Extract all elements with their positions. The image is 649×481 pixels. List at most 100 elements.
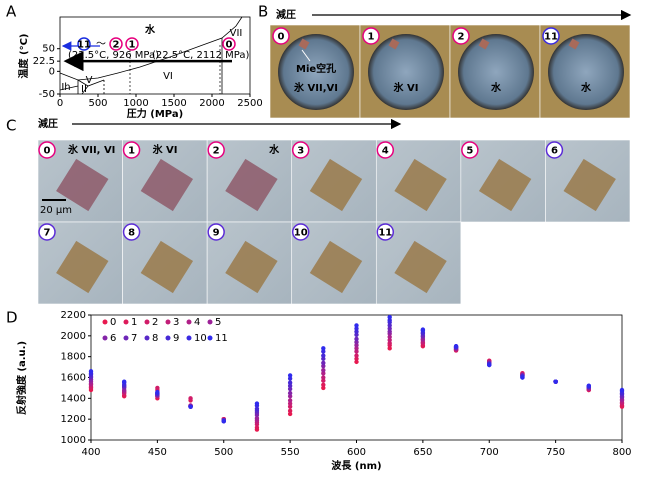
- x-axis-label: 波長 (nm): [331, 459, 381, 472]
- x-tick-label: 400: [81, 447, 100, 458]
- legend-label: 6: [110, 333, 116, 344]
- state-badge: [77, 37, 91, 51]
- data-point: [321, 378, 326, 383]
- data-point: [287, 404, 293, 409]
- state-badge: [122, 223, 141, 241]
- data-point: [387, 323, 392, 328]
- sample-crystal: [225, 158, 278, 212]
- phase-label: III: [74, 59, 83, 70]
- panel-c: 減圧 0 1 2 3 4 5 6 7 8 9 10 11 氷 VII, VI 氷 VI 水 20 μm: [37, 117, 631, 305]
- legend-marker: [165, 319, 171, 325]
- legend-marker: [186, 319, 192, 325]
- data-point: [453, 344, 459, 349]
- state-number: 6: [551, 146, 558, 157]
- data-point: [287, 408, 293, 414]
- state-badge: [38, 223, 56, 241]
- x-tick-label: 750: [546, 447, 565, 458]
- state-badge: [272, 27, 290, 45]
- phase-label: V: [86, 75, 93, 86]
- data-point: [88, 369, 94, 374]
- state-number: 8: [128, 228, 135, 239]
- data-point: [354, 343, 359, 348]
- state-badge: [362, 27, 380, 45]
- legend-marker: [102, 319, 108, 325]
- data-point: [188, 396, 193, 401]
- data-point: [321, 385, 326, 391]
- sample-crystal: [563, 158, 616, 212]
- panel-d: 400 450 500 550 600 650 700 750 8001000120014001…: [15, 310, 632, 472]
- sample-crystal: [478, 38, 490, 50]
- data-point: [387, 326, 392, 331]
- x-tick-label: 1000: [123, 98, 148, 109]
- legend-label: 10: [194, 333, 207, 344]
- y-tick-label: 2000: [61, 331, 86, 342]
- sample-crystal: [225, 240, 278, 294]
- annotation: (22.5°C, 2112 MPa): [152, 50, 249, 61]
- data-point: [221, 419, 226, 424]
- data-point: [387, 340, 392, 346]
- state-number: 4: [382, 146, 389, 157]
- state-badge: [125, 37, 139, 51]
- legend-marker: [144, 335, 150, 341]
- sample-chamber: [278, 34, 354, 110]
- state-number: 10: [294, 228, 308, 239]
- x-tick-label: 650: [413, 447, 432, 458]
- phase-label: 水: [144, 23, 156, 36]
- data-point: [387, 334, 392, 340]
- data-point: [354, 323, 359, 328]
- data-point: [287, 383, 293, 389]
- data-point: [321, 363, 326, 369]
- x-tick-label: 450: [148, 447, 167, 458]
- state-badge: [222, 37, 236, 51]
- sample-crystal: [568, 38, 580, 50]
- data-point: [287, 398, 293, 403]
- state-number: 5: [466, 146, 473, 157]
- annotation-arrow: [301, 49, 311, 62]
- phase-caption: 水: [268, 143, 280, 156]
- legend-marker: [207, 335, 213, 341]
- state-badge: [207, 223, 225, 241]
- data-point: [321, 382, 326, 387]
- sample-crystal: [140, 240, 194, 294]
- data-point: [586, 383, 592, 389]
- state-number: 11: [544, 32, 558, 43]
- data-point: [321, 349, 326, 354]
- legend-marker: [186, 335, 192, 341]
- phase-caption: 水: [580, 81, 592, 94]
- data-point: [387, 346, 392, 351]
- panel-label: C: [6, 117, 16, 135]
- state-badge: [452, 27, 470, 45]
- state-number: 2: [213, 146, 220, 157]
- y-tick-label: 1000: [61, 435, 86, 446]
- state-badge: [38, 141, 56, 159]
- panel-label: B: [258, 3, 268, 21]
- legend-marker: [165, 335, 171, 341]
- data-point: [321, 371, 326, 376]
- legend-label: 0: [110, 317, 116, 328]
- phase-caption: 氷 VI: [393, 81, 419, 94]
- data-point: [387, 329, 392, 334]
- x-tick-label: 800: [612, 447, 631, 458]
- data-point: [188, 404, 193, 409]
- sample-crystal: [309, 240, 363, 294]
- sample-crystal: [56, 158, 109, 212]
- data-point: [354, 326, 359, 331]
- y-tick-label: 1200: [61, 414, 86, 425]
- phase-label: II: [81, 84, 87, 95]
- state-number: 11: [378, 228, 392, 239]
- legend-marker: [102, 335, 108, 341]
- state-number: 2: [458, 32, 465, 43]
- legend-marker: [123, 319, 129, 325]
- data-point: [287, 411, 293, 417]
- data-point: [321, 353, 326, 358]
- annotation: Mie空孔: [296, 62, 336, 75]
- legend-label: 11: [215, 333, 228, 344]
- data-point: [321, 368, 326, 373]
- sample-chamber: [458, 34, 534, 110]
- data-point: [321, 346, 326, 351]
- state-number: 0: [226, 40, 233, 51]
- legend-marker: [144, 319, 150, 325]
- x-tick-label: 500: [214, 447, 233, 458]
- y-axis-label: 温度 (°C): [17, 34, 30, 79]
- x-tick-label: 500: [88, 98, 107, 109]
